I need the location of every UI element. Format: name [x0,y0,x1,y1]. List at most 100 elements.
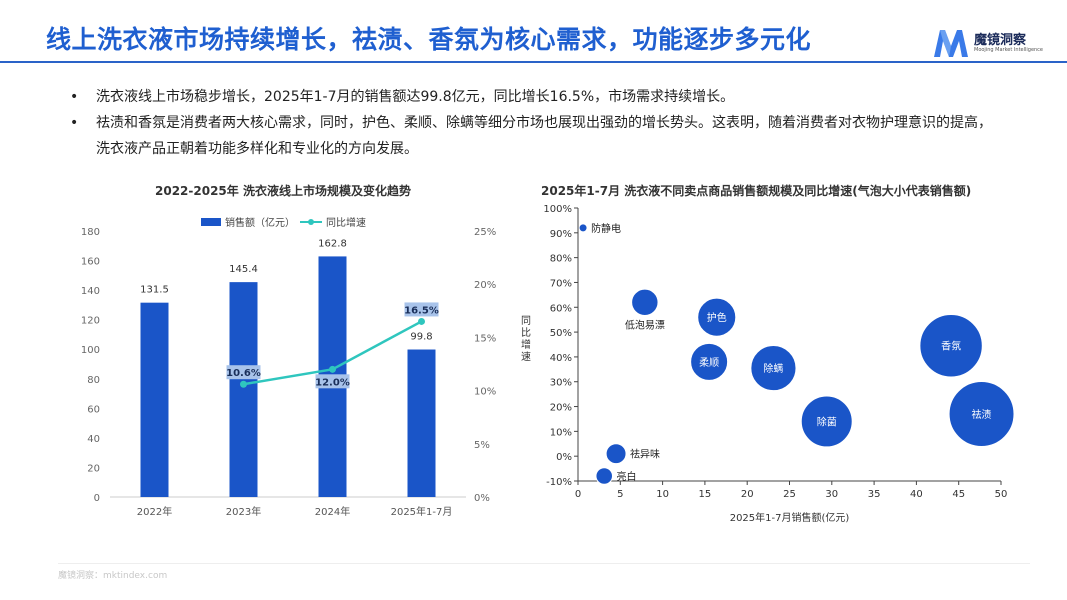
y-tick-label: 180 [81,227,100,238]
bubble [690,342,729,381]
x-tick-label: 35 [868,489,881,500]
y-axis-title-char: 比 [521,327,531,339]
logo-name: 魔镜洞察 [974,33,1027,48]
summary-bullets: • 洗衣液线上市场稳步增长，2025年1-7月的销售额达99.8亿元，同比增长1… [70,84,1000,162]
bubble [595,467,614,485]
x-tick-label: 40 [910,489,923,500]
y-tick-label: 0 [94,493,100,504]
y-tick-label: -10% [546,477,572,488]
x-tick-label: 2023年 [226,505,261,518]
bubble-label: 防静电 [591,222,621,235]
bubble [750,344,797,392]
x-tick-label: 50 [995,489,1008,500]
y2-tick-label: 0% [474,493,490,504]
bar-value-label: 99.8 [410,332,432,343]
y-axis-title: 同比增速 [521,315,531,363]
x-tick-label: 25 [783,489,796,500]
bubble-label: 祛渍 [972,408,992,421]
growth-label-box [404,302,439,317]
bar [407,349,436,497]
growth-label: 16.5% [404,305,439,316]
y-tick-label: 80% [550,254,572,265]
bullet-dot-icon: • [70,115,79,131]
bullet-item: • 洗衣液线上市场稳步增长，2025年1-7月的销售额达99.8亿元，同比增长1… [70,84,1000,110]
brand-logo: 魔镜洞察 Moojing Market Intelligence [932,26,1044,60]
y-tick-label: 100 [81,345,100,356]
legend-line-label: 同比增速 [326,216,366,229]
y-tick-label: 40 [87,434,100,445]
y-tick-label: 60 [87,404,100,415]
bar [229,282,258,497]
y-tick-label: 90% [550,229,572,240]
growth-label: 10.6% [226,368,261,379]
x-axis-title: 2025年1-7月销售额(亿元) [730,511,850,524]
x-tick-label: 45 [952,489,965,500]
selling-point-bubble-chart: -10% 0% 10% 20% 30% 40% 50% 60% 70% 80% 90% 100% 0 5 1… [521,204,1015,524]
y-tick-label: 140 [81,286,100,297]
y-tick-label: 30% [550,378,572,389]
logo-mark-icon [934,30,968,57]
bubble-label: 柔顺 [699,357,719,369]
bullet-text: 洗衣液线上市场稳步增长，2025年1-7月的销售额达99.8亿元，同比增长16.… [96,89,735,105]
bubble [631,288,659,317]
x-tick-label: 10 [656,489,669,500]
bar-chart-title: 2022-2025年 洗衣液线上市场规模及变化趋势 [155,184,411,198]
bubble-chart-title: 2025年1-7月 洗衣液不同卖点商品销售额规模及同比增速(气泡大小代表销售额) [541,184,972,198]
bubble [578,223,588,233]
bubble [800,395,853,448]
y-tick-label: 70% [550,278,572,289]
x-tick-label: 20 [741,489,754,500]
bubble [605,443,627,465]
y2-tick-label: 10% [474,387,496,398]
x-tick-label: 15 [699,489,712,500]
growth-label-box [226,365,261,380]
growth-point [329,365,336,373]
x-tick-label: 30 [825,489,838,500]
bubble-label: 除螨 [763,362,783,375]
y-tick-label: 100% [543,204,572,215]
bar [140,302,169,497]
bubble-label: 祛异味 [630,448,660,461]
y-axis-title-char: 增 [521,338,531,351]
x-tick-label: 2025年1-7月 [391,505,453,518]
y-tick-label: 160 [81,257,100,268]
bar-value-label: 145.4 [229,264,258,275]
chart-legend: 销售额（亿元） 同比增速 [201,216,366,229]
logo-subtitle: Moojing Market Intelligence [974,47,1044,53]
title-underline [0,61,1067,63]
bubble-label: 香氛 [941,340,961,353]
x-tick-label: 5 [617,489,623,500]
bubble [948,381,1015,447]
footer-divider [58,563,1030,564]
y-tick-label: 10% [550,427,572,438]
bar-value-label: 162.8 [318,238,347,249]
bubble-label: 除菌 [817,415,837,428]
growth-point [240,380,247,388]
x-tick-label: 0 [575,489,581,500]
growth-label: 12.0% [315,377,350,388]
bubble [919,314,983,378]
page-title: 线上洗衣液市场持续增长，祛渍、香氛为核心需求，功能逐步多元化 [46,25,812,54]
y-tick-label: 60% [550,303,572,314]
x-tick-label: 2024年 [315,505,350,518]
y2-tick-label: 15% [474,333,496,344]
growth-label-box [315,374,350,389]
x-tick-label: 2022年 [137,505,172,518]
legend-line-marker [308,219,314,225]
y2-tick-label: 25% [474,227,496,238]
y-tick-label: 20% [550,403,572,414]
y2-tick-label: 5% [474,440,490,451]
bubble-label: 低泡易漂 [625,319,665,332]
bullet-dot-icon: • [70,89,79,105]
bubble [697,297,737,337]
legend-bar-swatch [201,218,221,226]
y-axis-title-char: 同 [521,315,531,327]
y-tick-label: 0% [556,452,572,463]
market-size-chart: 销售额（亿元） 同比增速 0 20 40 60 80 100 120 140 160 180 0% 5% 1… [81,216,496,518]
y-tick-label: 50% [550,328,572,339]
bubble-label: 亮白 [617,470,637,483]
y-tick-label: 40% [550,353,572,364]
bullet-item: • 祛渍和香氛是消费者两大核心需求，同时，护色、柔顺、除螨等细分市场也展现出强劲… [70,110,1000,162]
footer-source: 魔镜洞察：mktindex.com [58,571,168,581]
y-tick-label: 20 [87,463,100,474]
